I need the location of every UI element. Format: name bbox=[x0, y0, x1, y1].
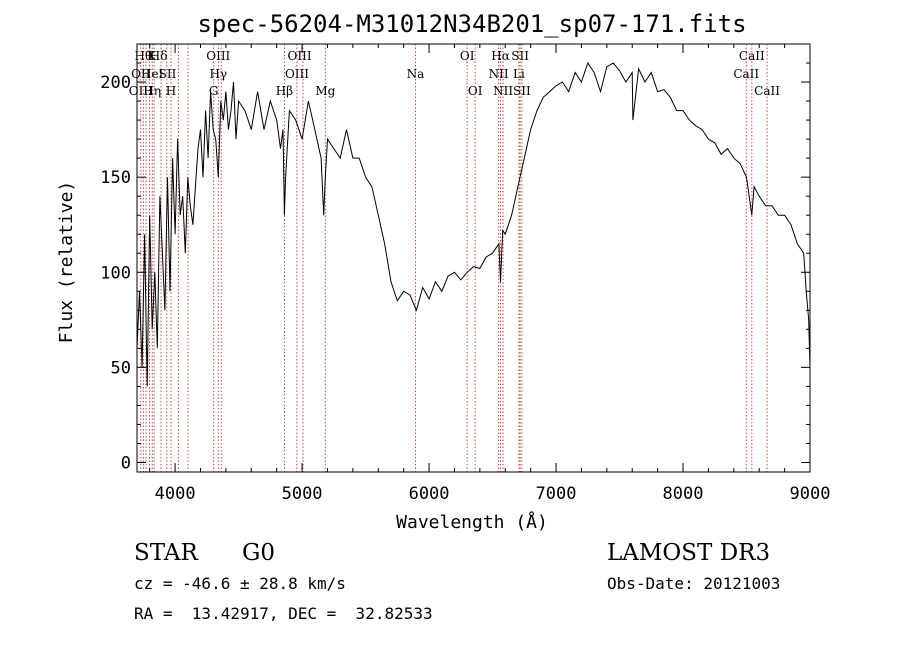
spectrum-chart: spec-56204-M31012N34B201_sp07-171.fits 4… bbox=[56, 10, 831, 533]
line-label: HeI bbox=[141, 67, 164, 81]
line-label: NII bbox=[489, 67, 509, 81]
line-label: OI bbox=[468, 84, 483, 98]
line-label: Hη bbox=[143, 84, 161, 98]
line-label: G bbox=[209, 84, 219, 98]
y-tick-label: 0 bbox=[121, 453, 131, 473]
line-label: Na bbox=[407, 67, 425, 81]
line-label: CaII bbox=[739, 49, 765, 63]
velocity-readout: cz = -46.6 ± 28.8 km/s bbox=[134, 574, 346, 593]
line-label: Li bbox=[513, 67, 525, 81]
x-tick-label: 7000 bbox=[536, 484, 577, 504]
line-label: CaII bbox=[754, 84, 780, 98]
y-tick-label: 200 bbox=[100, 73, 131, 93]
line-label: Mg bbox=[315, 84, 335, 98]
coordinates-readout: RA = 13.42917, DEC = 32.82533 bbox=[134, 604, 433, 623]
line-label: NII bbox=[493, 84, 513, 98]
spectral-subclass: G0 bbox=[242, 540, 276, 566]
y-tick-label: 150 bbox=[100, 168, 131, 188]
object-class: STAR bbox=[134, 540, 198, 566]
y-axis-title: Flux (relative) bbox=[56, 181, 77, 344]
line-label: OII bbox=[131, 67, 151, 81]
plot-frame bbox=[136, 43, 811, 473]
line-label: OIII bbox=[129, 84, 153, 98]
line-label: OIII bbox=[285, 67, 309, 81]
spectrum-series-line bbox=[136, 61, 811, 387]
y-tick-label: 100 bbox=[100, 263, 131, 283]
line-label: Hθ bbox=[134, 49, 152, 63]
y-axis: 0 50 100 150 200 bbox=[100, 62, 810, 473]
x-tick-label: 4000 bbox=[155, 484, 196, 504]
line-label: H bbox=[166, 84, 176, 98]
line-label: Hδ bbox=[150, 49, 168, 63]
line-label: SII bbox=[511, 49, 529, 63]
x-tick-label: 8000 bbox=[663, 484, 704, 504]
line-label: SII bbox=[513, 84, 531, 98]
y-tick-label: 50 bbox=[111, 358, 131, 378]
line-label: Hγ bbox=[209, 67, 227, 81]
x-axis-title: Wavelength (Å) bbox=[396, 511, 548, 533]
line-label: Hβ bbox=[276, 84, 293, 98]
line-label: CaII bbox=[733, 67, 759, 81]
x-tick-label: 6000 bbox=[409, 484, 450, 504]
x-axis: 4000 5000 6000 7000 8000 9000 bbox=[149, 44, 831, 504]
chart-title: spec-56204-M31012N34B201_sp07-171.fits bbox=[197, 10, 746, 38]
line-label: K bbox=[147, 49, 157, 63]
x-tick-label: 5000 bbox=[282, 484, 323, 504]
line-label: Hα bbox=[491, 49, 510, 63]
line-label: SII bbox=[159, 67, 177, 81]
emission-line-markers bbox=[140, 44, 768, 472]
observation-date: Obs-Date: 20121003 bbox=[607, 574, 781, 593]
x-tick-label: 9000 bbox=[790, 484, 831, 504]
survey-name: LAMOST DR3 bbox=[607, 540, 771, 566]
line-label: OIII bbox=[288, 49, 312, 63]
line-label: OI bbox=[460, 49, 475, 63]
line-label: OIII bbox=[206, 49, 230, 63]
